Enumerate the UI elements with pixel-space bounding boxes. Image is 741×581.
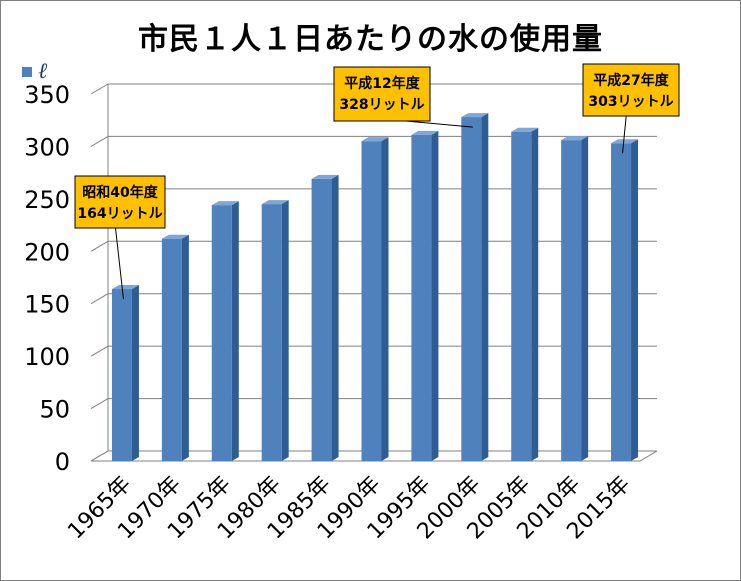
bar-side <box>481 113 489 461</box>
bar-top <box>461 113 489 118</box>
bar-top <box>211 201 239 206</box>
bar-top <box>411 130 439 135</box>
bar <box>361 141 382 461</box>
callout-line1: 昭和40年度 <box>82 184 158 201</box>
bar <box>411 134 432 461</box>
y-tick-label: 300 <box>24 133 70 161</box>
bar-side <box>581 136 589 461</box>
callout-leader <box>405 120 473 128</box>
bar-side <box>331 174 339 462</box>
y-tick-label: 100 <box>24 343 70 371</box>
bar-top <box>311 174 339 179</box>
gridline-side <box>90 135 109 147</box>
callout-line2: 303リットル <box>588 94 673 110</box>
gridline-side <box>90 345 109 357</box>
callout-line1: 平成27年度 <box>593 72 669 89</box>
bar <box>261 204 282 461</box>
bar <box>611 143 632 462</box>
gridline-side <box>90 240 109 252</box>
bar-side <box>131 285 139 461</box>
bar-top <box>361 137 389 142</box>
bar <box>461 117 482 461</box>
bar-top <box>511 127 539 132</box>
y-tick-label: 200 <box>24 238 70 266</box>
chart-title: 市民１人１日あたりの水の使用量 <box>138 22 603 57</box>
callout-box <box>582 63 680 117</box>
y-tick-label: 50 <box>39 396 70 424</box>
bar-side <box>281 200 289 461</box>
bar-top <box>561 136 589 141</box>
callout-line2: 164リットル <box>77 206 162 222</box>
gridline-side <box>90 293 109 305</box>
bar <box>161 238 182 461</box>
bar-side <box>381 137 389 461</box>
y-tick-label: 150 <box>24 291 70 319</box>
gridline-side <box>90 450 109 462</box>
bar-side <box>631 139 639 462</box>
bar-top <box>611 139 639 144</box>
bar-side <box>231 201 239 462</box>
bar-top <box>161 234 189 239</box>
bar <box>111 289 132 461</box>
bar-top <box>111 285 139 290</box>
callout-line2: 328リットル <box>339 97 424 113</box>
callout-box <box>74 175 166 229</box>
y-tick-label: 0 <box>55 448 70 476</box>
bar <box>211 205 232 461</box>
callout-leader <box>115 227 124 300</box>
bar <box>561 140 582 461</box>
bar <box>511 131 532 461</box>
callout-box <box>333 66 431 122</box>
callout-line1: 平成12年度 <box>344 75 420 92</box>
bar <box>311 178 332 462</box>
legend-unit-label: ℓ <box>38 59 48 84</box>
bar-top <box>261 200 289 205</box>
bar-side <box>531 127 539 462</box>
y-tick-label: 350 <box>24 81 70 109</box>
bar-side <box>181 234 189 461</box>
bar-side <box>431 130 439 461</box>
legend: ℓ <box>22 59 48 84</box>
legend-swatch <box>22 67 32 77</box>
gridline-side <box>90 398 109 410</box>
gridline-side <box>90 83 109 95</box>
callout-leader <box>622 115 627 154</box>
y-tick-label: 250 <box>24 186 70 214</box>
